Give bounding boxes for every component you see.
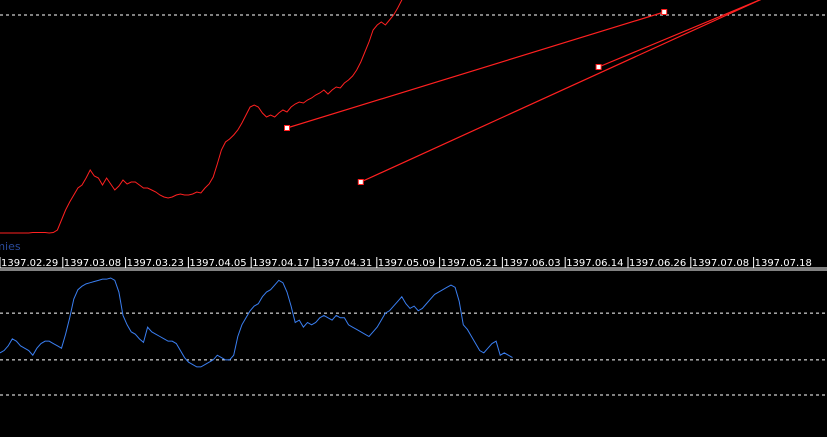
trendline-2[interactable] bbox=[598, 0, 827, 68]
x-tick-label-4: 1397.04.17 bbox=[252, 258, 309, 269]
x-tick-label-12: 1397.07.18 bbox=[755, 258, 812, 269]
x-tick-label-0: 1397.02.29 bbox=[1, 258, 58, 269]
x-tick-label-5: 1397.04.31 bbox=[315, 258, 372, 269]
trendline-0[interactable] bbox=[286, 11, 665, 129]
indicator-line-0 bbox=[0, 277, 513, 368]
x-tick-label-3: 1397.04.05 bbox=[189, 258, 246, 269]
x-tick-label-8: 1397.06.03 bbox=[503, 258, 560, 269]
indicator-name-label: rmies bbox=[0, 240, 21, 253]
trendline-1-handle-0[interactable] bbox=[357, 179, 364, 185]
x-tick-label-9: 1397.06.14 bbox=[566, 258, 623, 269]
x-tick-label-11: 1397.07.08 bbox=[692, 258, 749, 269]
trendline-0-handle-1[interactable] bbox=[661, 9, 668, 15]
price-series bbox=[0, 0, 403, 234]
price-trendlines bbox=[284, 0, 827, 185]
x-axis: 1397.02.29 1397.03.08 1397.03.23 1397.04.05… bbox=[0, 257, 827, 271]
trendline-0-handle-0[interactable] bbox=[284, 125, 290, 131]
x-tick-label-6: 1397.05.09 bbox=[378, 258, 435, 269]
price-line-0 bbox=[0, 0, 403, 234]
x-tick-label-1: 1397.03.08 bbox=[64, 258, 121, 269]
trendline-2-handle-0[interactable] bbox=[595, 64, 602, 70]
x-tick-label-2: 1397.03.23 bbox=[127, 258, 184, 269]
x-tick-label-10: 1397.06.26 bbox=[629, 258, 686, 269]
x-tick-label-7: 1397.05.21 bbox=[441, 258, 498, 269]
indicator-series bbox=[0, 277, 513, 368]
